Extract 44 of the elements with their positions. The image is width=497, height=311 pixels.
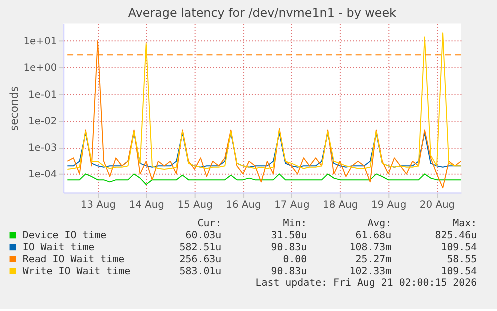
y-tick-label: 1e+01: [24, 36, 58, 48]
text: Avg:: [368, 218, 392, 230]
legend-label: Device IO time: [22, 230, 107, 242]
text: 108.73m: [350, 242, 392, 254]
text: 109.54: [441, 266, 478, 278]
text: Min:: [283, 218, 308, 230]
legend-label: Read IO Wait time: [22, 254, 125, 266]
text: 60.03u: [186, 230, 222, 242]
y-tick-label: 1e+00: [24, 63, 58, 74]
text: 825.46u: [435, 230, 478, 242]
y-tick-label: 1e-03: [28, 143, 58, 154]
y-tick-label: 1e-01: [28, 90, 58, 101]
line-series: [67, 174, 462, 186]
text: 90.83u: [271, 266, 308, 278]
text: 31.50u: [271, 230, 308, 242]
y-tick-label: 1e-02: [28, 116, 58, 128]
y-axis-title: seconds: [8, 86, 21, 132]
chart-title: Average latency for /dev/nvme1n1 - by week: [128, 6, 397, 20]
text: Cur:: [198, 218, 222, 230]
y-tick-label: 1e-04: [28, 170, 58, 181]
line-series: [67, 40, 462, 189]
text: 25.27m: [356, 254, 392, 266]
x-tick-label: 16 Aug: [226, 200, 262, 212]
text: Max:: [453, 218, 478, 230]
x-tick-label: 17 Aug: [274, 200, 310, 212]
x-tick-label: 20 Aug: [420, 200, 456, 212]
x-tick-label: 14 Aug: [129, 200, 164, 212]
text: 582.51u: [180, 242, 222, 254]
x-tick-label: 19 Aug: [371, 200, 407, 212]
x-tick-label: 18 Aug: [323, 200, 358, 212]
legend-label: IO Wait time: [22, 242, 95, 254]
text: 583.01u: [180, 266, 222, 278]
text: 90.83u: [271, 242, 308, 254]
text: 109.54: [441, 242, 478, 254]
text: Last update: Fri Aug 21 02:00:15 2026: [256, 278, 478, 290]
x-tick-label: 13 Aug: [80, 200, 116, 212]
line-series: [67, 32, 462, 170]
text: 102.33m: [350, 266, 392, 278]
text: 61.68u: [356, 230, 392, 242]
x-tick-label: 15 Aug: [178, 200, 213, 212]
text: 58.55: [447, 254, 478, 266]
legend-label: Write IO Wait time: [22, 266, 131, 278]
text: 0.00: [283, 254, 308, 266]
text: 256.63u: [180, 254, 222, 266]
